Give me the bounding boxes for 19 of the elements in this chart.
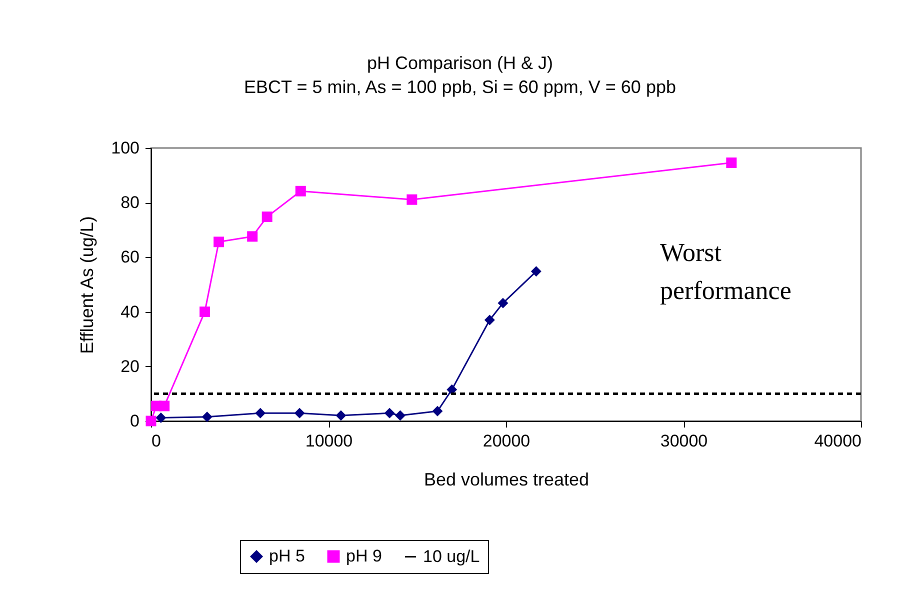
x-tick-label: 30000 (660, 432, 708, 450)
y-tick-label: 80 (120, 193, 140, 212)
x-axis-title: Bed volumes treated (424, 470, 590, 490)
annotation: Worst performance (660, 238, 792, 305)
y-axis-title: Effluent As (ug/L) (77, 216, 98, 354)
legend-label: pH 9 (346, 546, 382, 566)
x-tick-label: 10000 (305, 432, 353, 450)
x-tick-label: 40000 (814, 432, 862, 450)
chart-subtitle: EBCT = 5 min, As = 100 ppb, Si = 60 ppm, V = 60 ppb (244, 77, 676, 97)
y-tick-label: 20 (120, 356, 140, 376)
y-tick-label: 0 (130, 412, 140, 430)
y-tick-label: 60 (120, 248, 140, 267)
x-tick-label: 20000 (482, 432, 530, 450)
y-tick-label: 100 (111, 138, 140, 158)
y-tick-label: 40 (120, 302, 140, 322)
chart-title: pH Comparison (H & J) (366, 53, 554, 73)
x-tick-label: 0 (152, 432, 161, 450)
legend-label: pH 5 (269, 546, 305, 566)
legend-label: 10 ug/L (423, 546, 480, 566)
